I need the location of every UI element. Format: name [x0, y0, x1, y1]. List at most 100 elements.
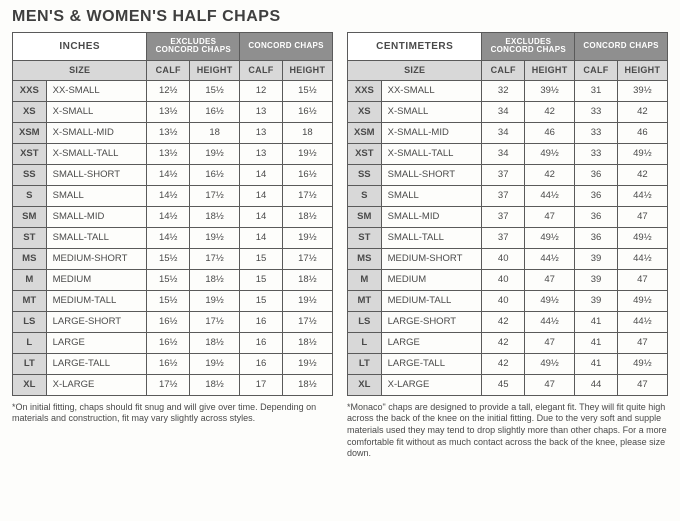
table-row: SMSMALL-MID14½18½1418½	[13, 206, 333, 227]
table-row: LSLARGE-SHORT4244½4144½	[348, 311, 668, 332]
unit-header-inches: INCHES	[13, 33, 147, 61]
height-value: 17½	[282, 185, 332, 206]
height-value: 49½	[525, 227, 575, 248]
size-code: SS	[13, 164, 47, 185]
calf-value: 15	[240, 248, 283, 269]
height-value: 18½	[282, 206, 332, 227]
height-value: 46	[617, 122, 667, 143]
height-value: 42	[617, 164, 667, 185]
size-code: XXS	[348, 80, 382, 101]
height-value: 44½	[525, 311, 575, 332]
calf-value: 14½	[147, 185, 190, 206]
tables-container: INCHES EXCLUDES CONCORD CHAPS CONCORD CH…	[12, 32, 668, 460]
size-label: LARGE-SHORT	[46, 311, 147, 332]
table-row: XSMX-SMALL-MID34463346	[348, 122, 668, 143]
calf-value: 42	[482, 311, 525, 332]
size-code: S	[13, 185, 47, 206]
height-value: 16½	[282, 101, 332, 122]
height-value: 18	[282, 122, 332, 143]
col-height2-cm: HEIGHT	[617, 60, 667, 80]
height-value: 44½	[617, 311, 667, 332]
inches-table: INCHES EXCLUDES CONCORD CHAPS CONCORD CH…	[12, 32, 333, 396]
size-code: L	[348, 332, 382, 353]
height-value: 39½	[525, 80, 575, 101]
calf-value: 15½	[147, 269, 190, 290]
calf-value: 32	[482, 80, 525, 101]
height-value: 15½	[282, 80, 332, 101]
size-code: SS	[348, 164, 382, 185]
calf-value: 34	[482, 101, 525, 122]
calf-value: 39	[575, 248, 618, 269]
size-header-in: SIZE	[13, 60, 147, 80]
size-code: XSM	[13, 122, 47, 143]
height-value: 19½	[282, 227, 332, 248]
calf-value: 42	[482, 332, 525, 353]
height-value: 18	[190, 122, 240, 143]
size-label: XX-SMALL	[46, 80, 147, 101]
table-row: STSMALL-TALL3749½3649½	[348, 227, 668, 248]
table-row: SMSMALL-MID37473647	[348, 206, 668, 227]
calf-value: 41	[575, 353, 618, 374]
height-value: 47	[525, 374, 575, 395]
size-label: XX-SMALL	[381, 80, 482, 101]
size-code: ST	[348, 227, 382, 248]
size-label: X-LARGE	[46, 374, 147, 395]
size-label: X-SMALL-MID	[46, 122, 147, 143]
table-row: STSMALL-TALL14½19½1419½	[13, 227, 333, 248]
col-calf1-in: CALF	[147, 60, 190, 80]
table-row: MMEDIUM40473947	[348, 269, 668, 290]
calf-value: 16½	[147, 311, 190, 332]
calf-value: 15	[240, 269, 283, 290]
size-code: SM	[13, 206, 47, 227]
calf-value: 45	[482, 374, 525, 395]
table-row: LSLARGE-SHORT16½17½1617½	[13, 311, 333, 332]
table-row: XLX-LARGE17½18½1718½	[13, 374, 333, 395]
table-row: XXSXX-SMALL3239½3139½	[348, 80, 668, 101]
calf-value: 14	[240, 164, 283, 185]
footnote-left: *On initial fitting, chaps should fit sn…	[12, 402, 333, 425]
size-code: XXS	[13, 80, 47, 101]
height-value: 47	[617, 332, 667, 353]
table-row: SSMALL14½17½1417½	[13, 185, 333, 206]
table-row: MSMEDIUM-SHORT15½17½1517½	[13, 248, 333, 269]
height-value: 47	[525, 269, 575, 290]
calf-value: 33	[575, 143, 618, 164]
table-row: SSMALL3744½3644½	[348, 185, 668, 206]
height-value: 18½	[282, 332, 332, 353]
height-value: 16½	[282, 164, 332, 185]
height-value: 19½	[190, 227, 240, 248]
height-value: 47	[617, 206, 667, 227]
height-value: 19½	[190, 143, 240, 164]
height-value: 49½	[525, 353, 575, 374]
calf-value: 14	[240, 185, 283, 206]
height-value: 47	[617, 374, 667, 395]
size-label: LARGE-SHORT	[381, 311, 482, 332]
group-header-concord-in: CONCORD CHAPS	[240, 33, 333, 61]
calf-value: 14½	[147, 164, 190, 185]
calf-value: 40	[482, 248, 525, 269]
height-value: 16½	[190, 101, 240, 122]
calf-value: 14	[240, 227, 283, 248]
calf-value: 13	[240, 143, 283, 164]
inches-block: INCHES EXCLUDES CONCORD CHAPS CONCORD CH…	[12, 32, 333, 460]
calf-value: 37	[482, 227, 525, 248]
size-label: LARGE	[381, 332, 482, 353]
calf-value: 41	[575, 332, 618, 353]
height-value: 19½	[190, 290, 240, 311]
calf-value: 42	[482, 353, 525, 374]
col-height1-in: HEIGHT	[190, 60, 240, 80]
height-value: 47	[617, 269, 667, 290]
calf-value: 13	[240, 122, 283, 143]
height-value: 49½	[617, 353, 667, 374]
height-value: 19½	[282, 353, 332, 374]
height-value: 42	[525, 164, 575, 185]
height-value: 19½	[282, 143, 332, 164]
calf-value: 40	[482, 290, 525, 311]
height-value: 18½	[282, 374, 332, 395]
calf-value: 13½	[147, 143, 190, 164]
table-row: XXSXX-SMALL12½15½1215½	[13, 80, 333, 101]
footnote-right: *Monaco" chaps are designed to provide a…	[347, 402, 668, 460]
size-label: SMALL-SHORT	[46, 164, 147, 185]
calf-value: 13½	[147, 101, 190, 122]
page-title: MEN'S & WOMEN'S HALF CHAPS	[12, 8, 668, 26]
